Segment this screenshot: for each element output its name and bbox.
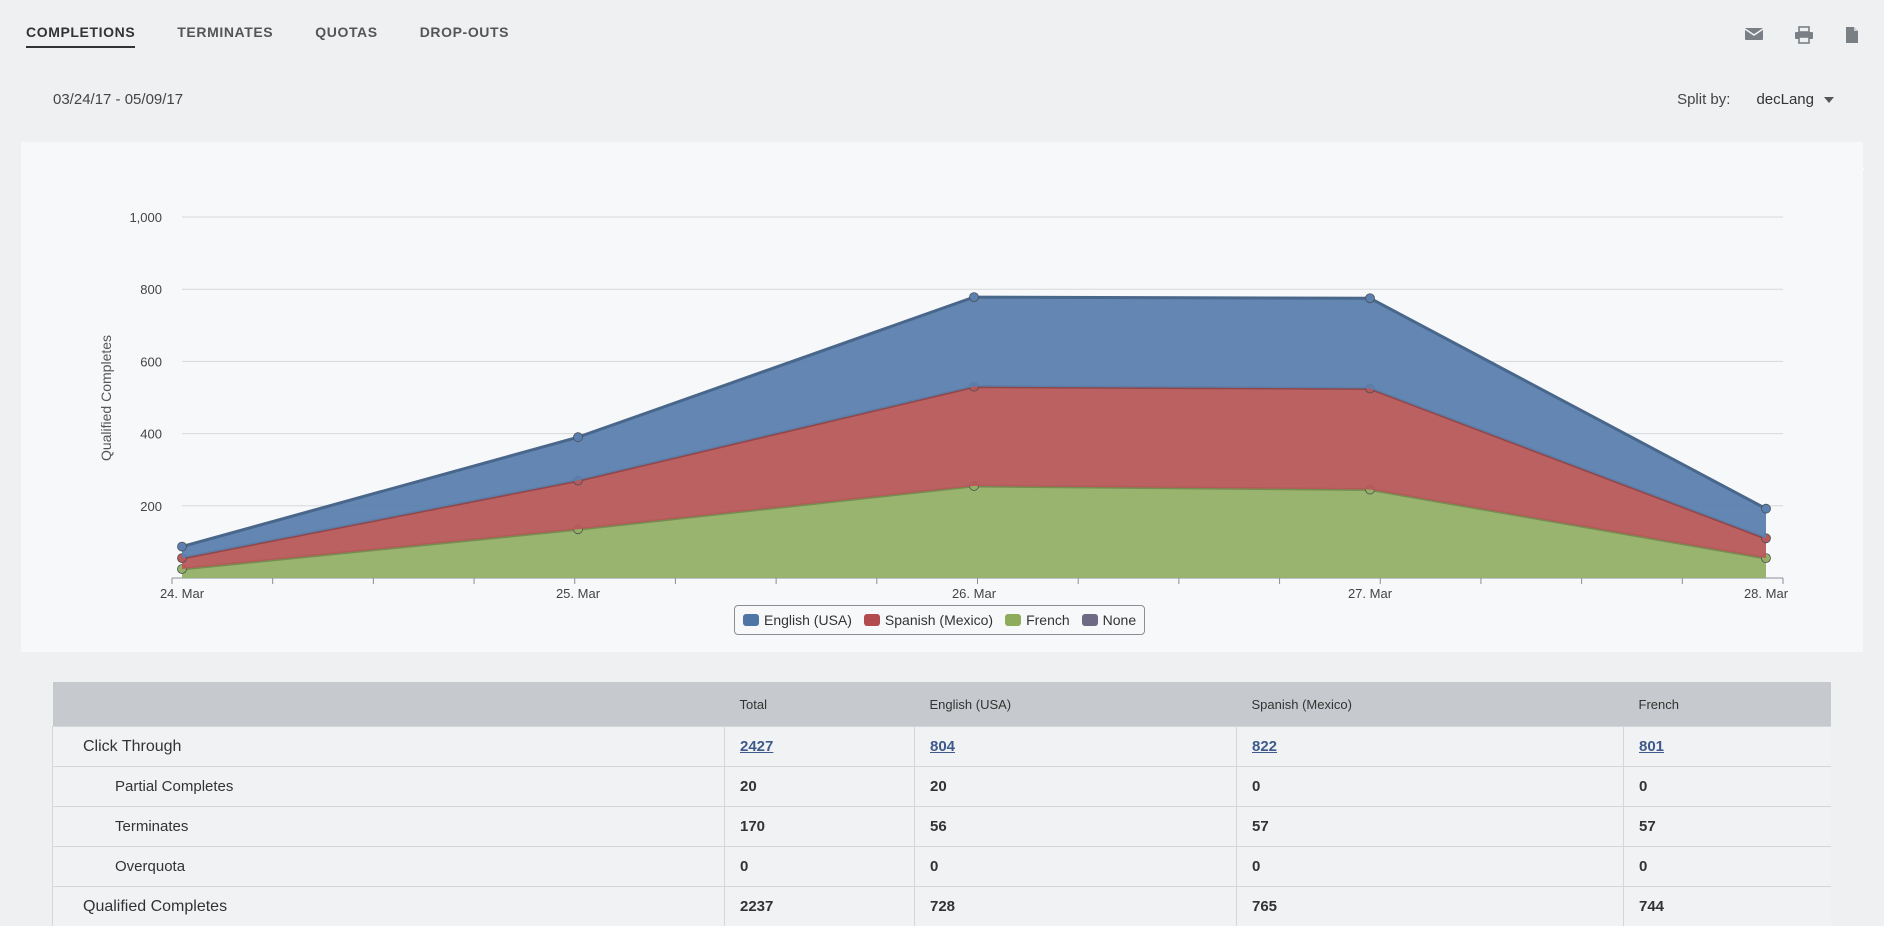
click-through-french-link[interactable]: 801	[1639, 738, 1664, 755]
date-range[interactable]: 03/24/17 - 05/09/17	[53, 91, 183, 108]
header-blank	[53, 682, 725, 727]
x-tick-label: 28. Mar	[1744, 586, 1789, 601]
legend-swatch	[1082, 614, 1098, 626]
table-cell: 0	[915, 847, 1237, 887]
legend-swatch	[1005, 614, 1021, 626]
header-french: French	[1624, 682, 1832, 727]
y-tick-label: 400	[140, 427, 162, 442]
y-tick-label: 200	[140, 499, 162, 514]
legend-label: None	[1103, 612, 1136, 628]
split-by-dropdown[interactable]: decLang	[1756, 91, 1834, 108]
legend-label: French	[1026, 612, 1070, 628]
table-cell: 0	[725, 847, 915, 887]
table-cell: 0	[1624, 847, 1832, 887]
table-cell: 170	[725, 807, 915, 847]
y-axis-title: Qualified Completes	[98, 335, 114, 461]
legend-item-french[interactable]: French	[1005, 612, 1070, 628]
tab-completions[interactable]: COMPLETIONS	[26, 24, 135, 48]
completions-table: Total English (USA) Spanish (Mexico) Fre…	[52, 682, 1831, 926]
table-cell: 2427	[725, 727, 915, 767]
table-header-row: Total English (USA) Spanish (Mexico) Fre…	[53, 682, 1832, 727]
tab-quotas[interactable]: QUOTAS	[315, 24, 377, 48]
split-by-label: Split by:	[1677, 91, 1730, 108]
legend-item-none[interactable]: None	[1082, 612, 1136, 628]
y-tick-label: 600	[140, 354, 162, 369]
data-point	[574, 433, 583, 442]
header-total: Total	[725, 682, 915, 727]
table-row: Terminates 170 56 57 57	[53, 807, 1832, 847]
y-tick-label: 1,000	[129, 210, 162, 225]
x-tick-label: 26. Mar	[952, 586, 997, 601]
legend-swatch	[743, 614, 759, 626]
table-row: Click Through 2427 804 822 801	[53, 727, 1832, 767]
split-by-value: decLang	[1756, 91, 1814, 108]
x-tick-label: 25. Mar	[556, 586, 601, 601]
document-icon[interactable]	[1844, 26, 1860, 44]
table-cell: 0	[1237, 767, 1624, 807]
x-tick-label: 24. Mar	[160, 586, 205, 601]
click-through-english-link[interactable]: 804	[930, 738, 955, 755]
chevron-down-icon	[1824, 97, 1834, 103]
row-label: Partial Completes	[53, 767, 725, 807]
row-label: Terminates	[53, 807, 725, 847]
table-cell: 0	[1624, 767, 1832, 807]
legend-swatch	[864, 614, 880, 626]
row-label: Overquota	[53, 847, 725, 887]
toolbar-icons	[1744, 26, 1860, 44]
table-cell: 2237	[725, 887, 915, 926]
report-tabs: COMPLETIONS TERMINATES QUOTAS DROP-OUTS	[26, 24, 509, 48]
data-point	[1762, 504, 1771, 513]
print-icon[interactable]	[1794, 26, 1814, 44]
table-cell: 0	[1237, 847, 1624, 887]
table-cell: 20	[915, 767, 1237, 807]
mail-icon[interactable]	[1744, 26, 1764, 44]
row-label: Qualified Completes	[53, 887, 725, 926]
legend-item-spanish-mexico[interactable]: Spanish (Mexico)	[864, 612, 993, 628]
table-row: Partial Completes 20 20 0 0	[53, 767, 1832, 807]
data-point	[1366, 294, 1375, 303]
data-point	[178, 542, 187, 551]
split-by-control: Split by: decLang	[1677, 91, 1834, 108]
table-row: Qualified Completes 2237 728 765 744	[53, 887, 1832, 926]
table-cell: 57	[1624, 807, 1832, 847]
table-cell: 801	[1624, 727, 1832, 767]
table-row: Overquota 0 0 0 0	[53, 847, 1832, 887]
table-cell: 822	[1237, 727, 1624, 767]
table-cell: 57	[1237, 807, 1624, 847]
top-bar: COMPLETIONS TERMINATES QUOTAS DROP-OUTS	[0, 0, 1884, 70]
row-label: Click Through	[53, 727, 725, 767]
table-cell: 804	[915, 727, 1237, 767]
data-point	[970, 293, 979, 302]
header-spanish-mexico: Spanish (Mexico)	[1237, 682, 1624, 727]
chart-legend: English (USA) Spanish (Mexico) French No…	[734, 605, 1145, 635]
table-cell: 56	[915, 807, 1237, 847]
click-through-total-link[interactable]: 2427	[740, 738, 773, 755]
table-cell: 765	[1237, 887, 1624, 926]
y-tick-label: 800	[140, 282, 162, 297]
tab-terminates[interactable]: TERMINATES	[177, 24, 273, 48]
click-through-spanish-link[interactable]: 822	[1252, 738, 1277, 755]
tab-drop-outs[interactable]: DROP-OUTS	[420, 24, 509, 48]
table-cell: 744	[1624, 887, 1832, 926]
legend-label: English (USA)	[764, 612, 852, 628]
table-cell: 20	[725, 767, 915, 807]
header-english-usa: English (USA)	[915, 682, 1237, 727]
completions-area-chart: 200 400 600 800 1,000 24. Mar 25. Mar 26. Mar 27…	[21, 142, 1863, 652]
legend-label: Spanish (Mexico)	[885, 612, 993, 628]
legend-item-english-usa[interactable]: English (USA)	[743, 612, 852, 628]
table-cell: 728	[915, 887, 1237, 926]
x-tick-label: 27. Mar	[1348, 586, 1393, 601]
chart-panel: 200 400 600 800 1,000 24. Mar 25. Mar 26. Mar 27…	[21, 142, 1863, 652]
